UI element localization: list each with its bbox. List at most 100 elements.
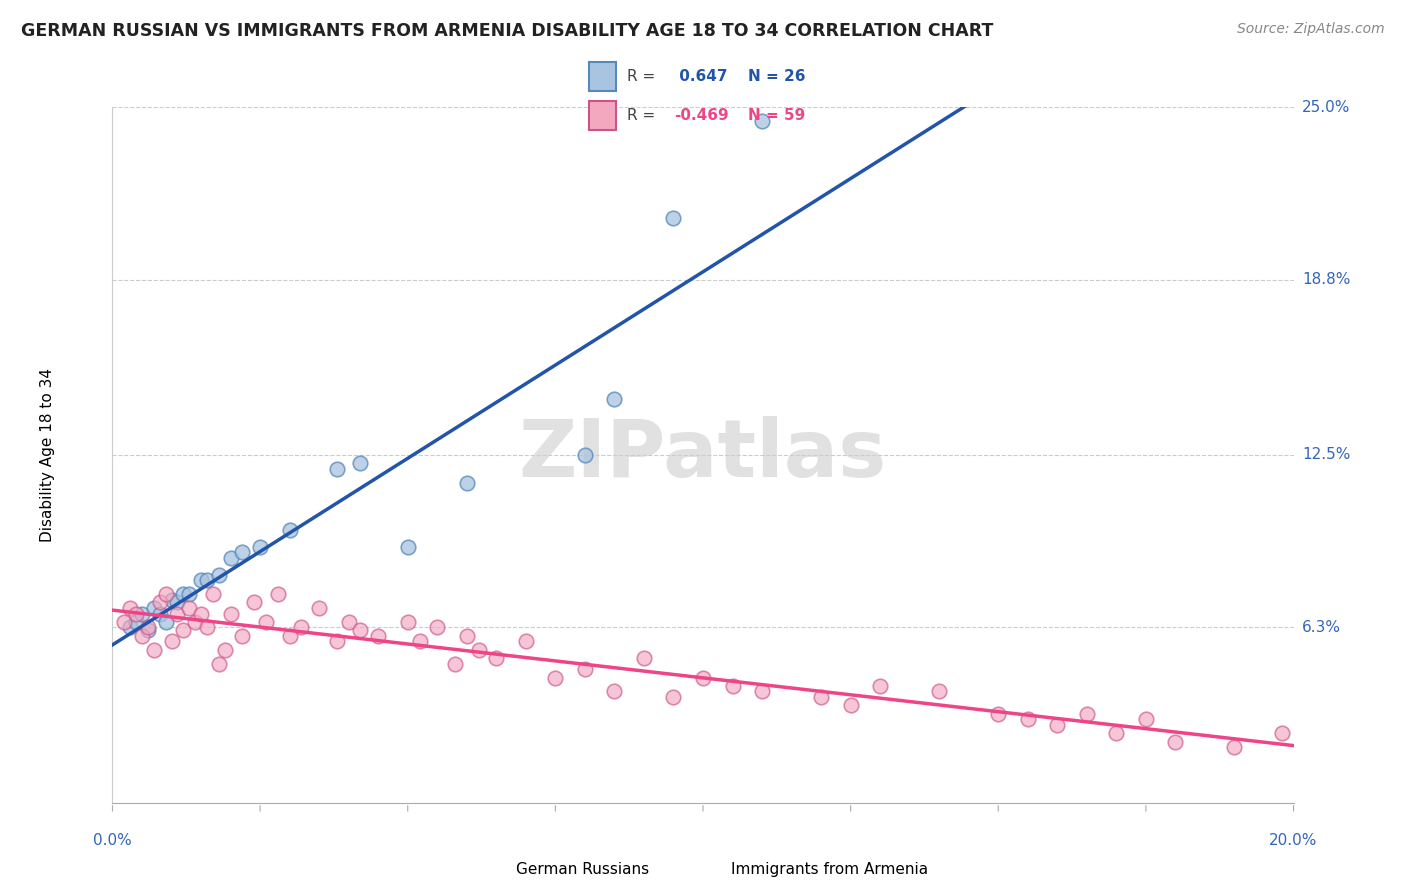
Text: R =: R = bbox=[627, 69, 655, 84]
Point bbox=[326, 462, 349, 476]
Point bbox=[214, 642, 236, 657]
Point bbox=[254, 615, 277, 629]
Text: Source: ZipAtlas.com: Source: ZipAtlas.com bbox=[1237, 22, 1385, 37]
Point bbox=[208, 657, 231, 671]
Text: N = 26: N = 26 bbox=[748, 69, 806, 84]
Point bbox=[1223, 740, 1246, 755]
Text: 0.0%: 0.0% bbox=[93, 833, 132, 848]
Text: Immigrants from Armenia: Immigrants from Armenia bbox=[731, 863, 928, 877]
Point bbox=[131, 629, 153, 643]
Point bbox=[308, 601, 330, 615]
Point bbox=[1076, 706, 1098, 721]
Point bbox=[267, 587, 290, 601]
Point bbox=[751, 684, 773, 698]
Point bbox=[219, 550, 242, 565]
Point bbox=[166, 607, 188, 621]
Text: 12.5%: 12.5% bbox=[1302, 448, 1350, 462]
Text: Disability Age 18 to 34: Disability Age 18 to 34 bbox=[39, 368, 55, 542]
Point bbox=[149, 607, 172, 621]
Point bbox=[1105, 726, 1128, 740]
Point bbox=[125, 607, 148, 621]
Point bbox=[1046, 718, 1069, 732]
Point bbox=[125, 615, 148, 629]
Point bbox=[166, 595, 188, 609]
Point bbox=[231, 545, 253, 559]
Point bbox=[179, 587, 201, 601]
Point bbox=[349, 456, 371, 470]
Point bbox=[243, 595, 266, 609]
Bar bbox=[589, 101, 616, 130]
Text: 18.8%: 18.8% bbox=[1302, 272, 1350, 287]
Point bbox=[1017, 712, 1039, 726]
Point bbox=[136, 624, 159, 638]
Point bbox=[662, 690, 685, 704]
Point bbox=[326, 634, 349, 648]
Point bbox=[120, 601, 142, 615]
Point bbox=[349, 624, 371, 638]
Text: 0.647: 0.647 bbox=[673, 69, 727, 84]
Point bbox=[155, 615, 177, 629]
Point bbox=[136, 620, 159, 634]
Point bbox=[160, 592, 183, 607]
Point bbox=[396, 540, 419, 554]
Text: German Russians: German Russians bbox=[516, 863, 650, 877]
Point bbox=[603, 684, 626, 698]
Point bbox=[810, 690, 832, 704]
Point bbox=[190, 573, 212, 587]
Point bbox=[131, 607, 153, 621]
Text: ZIPatlas: ZIPatlas bbox=[519, 416, 887, 494]
Text: 20.0%: 20.0% bbox=[1270, 833, 1317, 848]
Point bbox=[179, 601, 201, 615]
Point bbox=[396, 615, 419, 629]
Point bbox=[574, 662, 596, 676]
Text: R =: R = bbox=[627, 108, 655, 123]
Point bbox=[249, 540, 271, 554]
Point bbox=[574, 448, 596, 462]
Point bbox=[142, 642, 165, 657]
Point bbox=[290, 620, 312, 634]
Point bbox=[1271, 726, 1294, 740]
Point bbox=[195, 573, 218, 587]
Point bbox=[184, 615, 207, 629]
Point bbox=[692, 671, 714, 685]
Text: 25.0%: 25.0% bbox=[1302, 100, 1350, 114]
Point bbox=[633, 651, 655, 665]
Bar bbox=[589, 62, 616, 91]
Point bbox=[515, 634, 537, 648]
Point bbox=[172, 624, 194, 638]
Point bbox=[426, 620, 449, 634]
Point bbox=[208, 567, 231, 582]
Point bbox=[1135, 712, 1157, 726]
Point bbox=[120, 620, 142, 634]
Point bbox=[721, 679, 744, 693]
Text: GERMAN RUSSIAN VS IMMIGRANTS FROM ARMENIA DISABILITY AGE 18 TO 34 CORRELATION CH: GERMAN RUSSIAN VS IMMIGRANTS FROM ARMENI… bbox=[21, 22, 994, 40]
Point bbox=[456, 475, 478, 490]
Point bbox=[278, 629, 301, 643]
Point bbox=[201, 587, 224, 601]
Point bbox=[1164, 734, 1187, 748]
Point bbox=[444, 657, 467, 671]
Point bbox=[155, 587, 177, 601]
Point bbox=[662, 211, 685, 226]
Point bbox=[869, 679, 891, 693]
Point bbox=[987, 706, 1010, 721]
Point bbox=[337, 615, 360, 629]
Point bbox=[485, 651, 508, 665]
Text: N = 59: N = 59 bbox=[748, 108, 806, 123]
Point bbox=[219, 607, 242, 621]
Point bbox=[544, 671, 567, 685]
Point bbox=[456, 629, 478, 643]
Point bbox=[751, 114, 773, 128]
Point bbox=[603, 392, 626, 407]
Point bbox=[195, 620, 218, 634]
Point bbox=[172, 587, 194, 601]
Point bbox=[367, 629, 389, 643]
Point bbox=[408, 634, 430, 648]
Point bbox=[112, 615, 135, 629]
Point bbox=[928, 684, 950, 698]
Point bbox=[142, 601, 165, 615]
Point bbox=[467, 642, 489, 657]
Point bbox=[278, 523, 301, 537]
Text: 6.3%: 6.3% bbox=[1302, 620, 1341, 635]
Point bbox=[839, 698, 862, 713]
